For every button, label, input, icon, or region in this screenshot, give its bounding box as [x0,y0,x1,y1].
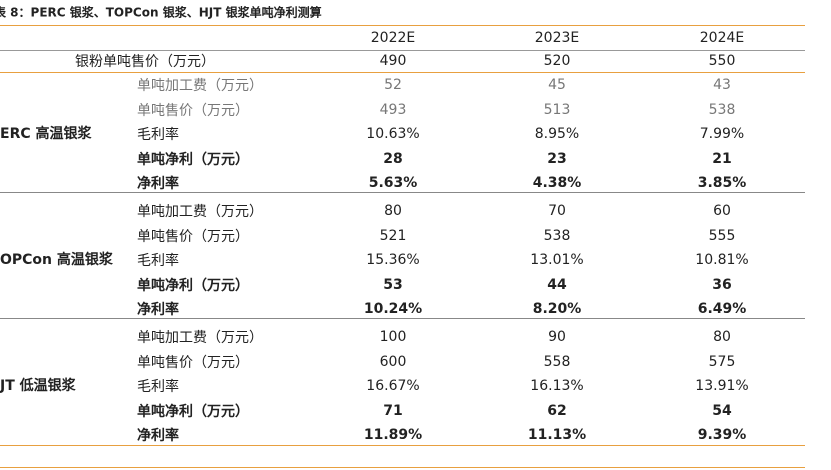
rule [0,467,805,468]
cell: 550 [708,53,736,69]
cell: 80 [384,203,402,219]
row-label: 净利率 [137,302,179,318]
cell: 13.01% [530,252,584,268]
cell: 36 [712,276,732,293]
row-label: 单吨售价（万元） [137,228,249,245]
group-label: OPCon 高温银浆 [0,252,113,268]
cell: 10.24% [363,301,423,317]
row-label: 单吨加工费（万元） [137,204,263,220]
rule [0,318,805,319]
row-label: 毛利率 [137,127,179,143]
cell: 5.63% [368,175,418,191]
cell: 513 [543,101,571,118]
group-label: ERC 高温银浆 [0,126,92,142]
cell: 43 [713,77,731,93]
cell: 6.49% [697,301,747,317]
cell: 53 [383,276,403,293]
cell: 10.81% [695,252,749,268]
cell: 8.20% [532,301,582,317]
cell: 70 [548,203,566,219]
cell: 575 [708,353,736,370]
cell: 490 [379,53,407,69]
cell: 7.99% [699,126,745,142]
cell: 8.95% [534,126,580,142]
group-label: JT 低温银浆 [0,378,76,394]
cell: 558 [543,353,571,370]
row-label: 净利率 [137,176,179,192]
cell: 16.67% [366,378,420,394]
cell: 600 [379,353,407,370]
row-label: 单吨加工费（万元） [137,330,263,346]
cell: 23 [547,150,567,167]
cell: 28 [383,150,403,167]
row-label: 单吨净利（万元） [137,151,249,168]
rule [0,192,805,193]
rule [0,72,805,73]
cell: 62 [547,402,567,419]
column-header: 2024E [699,30,745,46]
rule [0,445,805,446]
row-label: 单吨售价（万元） [137,102,249,119]
cell: 493 [379,101,407,118]
cell: 60 [713,203,731,219]
cell: 11.13% [527,427,587,443]
row-label: 银粉单吨售价（万元） [75,54,215,70]
cell: 71 [383,402,403,419]
row-label: 单吨加工费（万元） [137,78,263,94]
row-label: 净利率 [137,428,179,444]
row-label: 毛利率 [137,253,179,269]
cell: 520 [543,53,571,69]
cell: 10.63% [366,126,420,142]
cell: 9.39% [697,427,747,443]
cell: 90 [548,329,566,345]
row-label: 单吨净利（万元） [137,277,249,294]
cell: 54 [712,402,732,419]
cell: 52 [384,77,402,93]
cell: 15.36% [366,252,420,268]
cell: 45 [548,77,566,93]
rule [0,50,805,51]
cell: 4.38% [532,175,582,191]
cell: 3.85% [697,175,747,191]
column-header: 2022E [370,30,416,46]
rule [0,25,805,26]
cell: 44 [547,276,567,293]
cell: 538 [543,227,571,244]
column-header: 2023E [534,30,580,46]
cell: 11.89% [363,427,423,443]
cell: 521 [379,227,407,244]
cell: 555 [708,227,736,244]
cell: 21 [712,150,732,167]
cell: 538 [708,101,736,118]
row-label: 毛利率 [137,379,179,395]
cell: 16.13% [530,378,584,394]
table-title: 表 8：PERC 银浆、TOPCon 银浆、HJT 银浆单吨净利测算 [0,5,322,20]
cell: 13.91% [695,378,749,394]
cell: 100 [379,329,407,345]
cell: 80 [713,329,731,345]
row-label: 单吨售价（万元） [137,354,249,371]
row-label: 单吨净利（万元） [137,403,249,420]
